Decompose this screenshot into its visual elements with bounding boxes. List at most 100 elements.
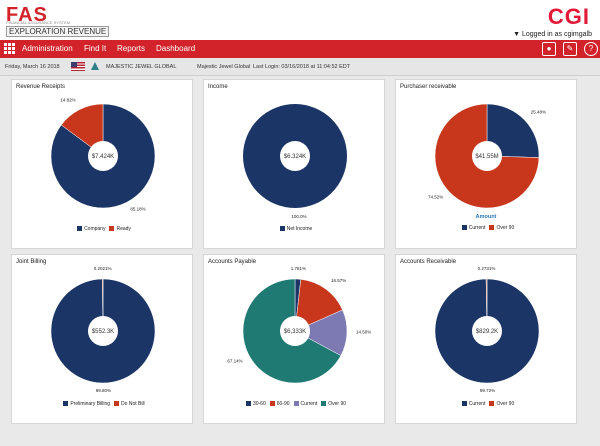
legend-label: Current — [300, 401, 318, 407]
legend-label: Preliminary Billing — [70, 401, 111, 407]
donut-hole — [472, 316, 502, 346]
donut-hole — [280, 141, 310, 171]
nav-find-it[interactable]: Find It — [84, 44, 107, 53]
current-date: Friday, March 16 2018 — [5, 64, 60, 70]
apps-grid-icon[interactable] — [4, 43, 15, 54]
legend-label: 30-60 — [252, 401, 266, 407]
chart-title: Income — [208, 84, 228, 90]
pie-chart: 100.0% $6.324K — [243, 104, 347, 219]
cgi-logo: CGI — [547, 4, 590, 29]
legend-item[interactable]: Over 90 — [485, 225, 514, 231]
edit-icon[interactable]: ✎ — [563, 42, 577, 56]
chart-panel: Income 100.0% $6.324K Net Income — [203, 79, 385, 249]
user-icon[interactable]: ● — [542, 42, 556, 56]
donut-hole — [472, 141, 502, 171]
legend-label: Company — [84, 226, 106, 232]
donut-hole — [88, 141, 118, 171]
chart-panel: Accounts Receivable 99.72% 0.2731% $829.2K… — [395, 254, 577, 424]
info-bar: Friday, March 16 2018 MAJESTIC JEWEL GLO… — [0, 58, 600, 76]
donut-hole — [88, 316, 118, 346]
logged-in-user[interactable]: ▼ Logged in as cgimgalb — [513, 31, 592, 38]
us-flag-icon — [71, 62, 85, 71]
legend-item[interactable]: Do Not Bill — [110, 401, 145, 407]
slice-label: 25.48% — [531, 110, 546, 115]
company-name[interactable]: MAJESTIC JEWEL GLOBAL — [106, 64, 177, 70]
legend-swatch — [114, 401, 120, 406]
help-icon[interactable]: ? — [584, 42, 598, 56]
amount-label: Amount — [475, 214, 497, 220]
legend-label: 60-90 — [276, 401, 290, 407]
legend-label: Over 90 — [496, 225, 515, 231]
legend-swatch — [461, 401, 467, 406]
chart-title: Joint Billing — [16, 259, 47, 265]
legend-item[interactable]: Preliminary Billing — [59, 401, 110, 407]
dashboard-content: Revenue Receipts 85.18% 14.82% $7.424K Com… — [0, 76, 600, 446]
chart-panel: Revenue Receipts 85.18% 14.82% $7.424K Com… — [11, 79, 193, 249]
legend-label: Ready — [116, 226, 131, 232]
slice-label: 99.72% — [480, 388, 495, 393]
legend-label: Current — [468, 401, 486, 407]
legend-swatch — [489, 225, 495, 230]
legend-swatch — [461, 225, 467, 230]
legend-item[interactable]: Current — [290, 401, 318, 407]
chart-title: Revenue Receipts — [16, 84, 66, 90]
chart-legend: Company Ready — [12, 226, 192, 232]
slice-label: 74.52% — [428, 194, 443, 199]
legend-item[interactable]: Net Income — [276, 226, 313, 232]
legend-item[interactable]: Over 90 — [317, 401, 346, 407]
legend-swatch — [63, 401, 69, 406]
legend-label: Over 90 — [328, 401, 347, 407]
nav-reports[interactable]: Reports — [117, 44, 146, 53]
company-name-alt: Majestic Jewel Global — [197, 64, 251, 70]
legend-swatch — [77, 226, 83, 231]
legend-swatch — [279, 226, 285, 231]
legend-swatch — [321, 401, 327, 406]
slice-label: 100.0% — [291, 214, 306, 219]
pie-slice-60-90[interactable] — [294, 279, 343, 332]
slice-label: 0.2731% — [478, 266, 496, 271]
pie-slice-ready[interactable] — [60, 103, 104, 157]
donut-hole — [280, 316, 310, 346]
legend-swatch — [269, 401, 275, 406]
legend-item[interactable]: 30-60 — [242, 401, 266, 407]
slice-label: 1.781% — [291, 266, 306, 271]
company-logo-icon — [91, 62, 99, 70]
legend-swatch — [109, 226, 115, 231]
legend-item[interactable]: Current — [458, 401, 486, 407]
nav-dashboard[interactable]: Dashboard — [156, 44, 196, 53]
top-header: FAS FINANCIAL ASSURANCE SYSTEM EXPLORATI… — [0, 0, 600, 40]
legend-item[interactable]: Current — [458, 225, 485, 231]
chart-title: Purchaser receivable — [400, 84, 457, 90]
legend-item[interactable]: 60-90 — [266, 401, 290, 407]
fas-logo: FAS — [6, 4, 48, 26]
center-total-label: $829.2K — [476, 329, 498, 335]
center-total-label: $41.55M — [475, 154, 498, 160]
slice-label: 16.57% — [331, 278, 346, 283]
slice-label: 67.14% — [227, 358, 242, 363]
nav-administration[interactable]: Administration — [22, 44, 73, 53]
slice-label: 0.2021% — [94, 266, 112, 271]
legend-label: Do Not Bill — [121, 401, 145, 407]
legend-swatch — [489, 401, 495, 406]
pie-slice-current[interactable] — [486, 103, 540, 158]
legend-label: Over 90 — [496, 401, 515, 407]
center-total-label: $6.324K — [284, 154, 306, 160]
pie-chart: 1.781% 16.57% 14.50% 67.14% $6,333K — [227, 266, 371, 384]
legend-label: Net Income — [286, 226, 313, 232]
chart-legend: Preliminary Billing Do Not Bill — [12, 401, 192, 407]
slice-label: 99.80% — [96, 388, 111, 393]
chart-legend: Current Over 90 — [396, 225, 576, 231]
last-login: Last Login: 03/16/2018 at 11:04:52 EDT — [253, 64, 351, 70]
chart-legend: Current Over 90 — [396, 401, 576, 407]
chart-panel: Joint Billing 99.80% 0.2021% $552.3K Preli… — [11, 254, 193, 424]
legend-item[interactable]: Company — [73, 226, 105, 232]
chart-panel: Accounts Payable 1.781% 16.57% 14.50% 67.14… — [203, 254, 385, 424]
slice-label: 14.82% — [60, 97, 75, 102]
center-total-label: $552.3K — [92, 329, 114, 335]
chart-title: Accounts Receivable — [400, 259, 457, 265]
legend-swatch — [293, 401, 299, 406]
center-total-label: $6,333K — [284, 329, 306, 335]
legend-item[interactable]: Over 90 — [485, 401, 514, 407]
legend-item[interactable]: Ready — [105, 226, 131, 232]
product-name: EXPLORATION REVENUE — [6, 26, 110, 37]
